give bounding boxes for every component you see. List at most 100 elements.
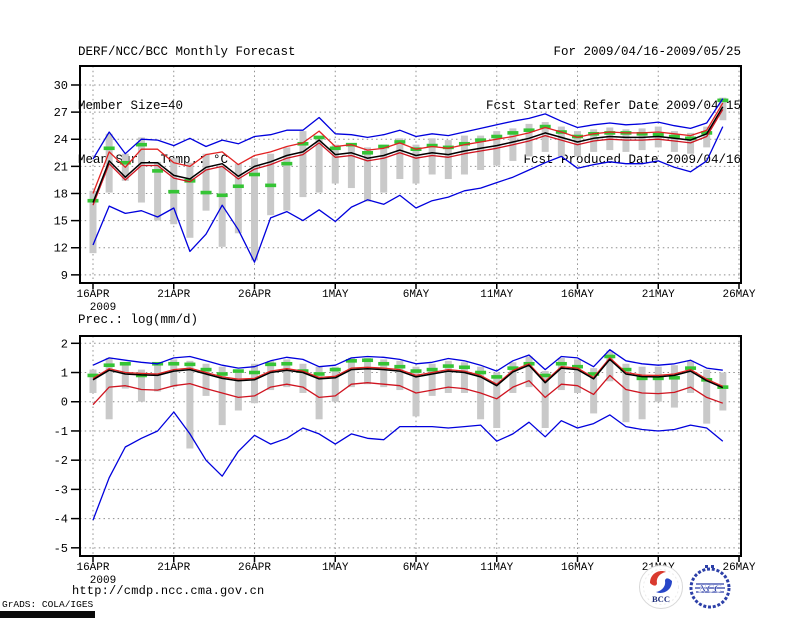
spread-bar [137,369,145,402]
observation-dash [249,172,260,177]
spread-bar [687,360,695,393]
spread-bar [299,131,307,198]
y-tick-label: 15 [54,215,68,229]
series-ensemble-min-line [92,126,724,263]
spread-bar [719,97,727,121]
observation-dash [685,366,697,370]
y-axis: -5 -4 -3 -2 -1 0 1 2 [54,337,80,556]
y-tick-label: 9 [61,269,68,283]
observation-dash [604,354,616,359]
observation-dash [265,362,277,367]
spread-bar [428,138,436,175]
spread-bar [541,371,549,429]
observation-dash [652,376,664,381]
bottom-left-bar [0,611,95,618]
ncc-logo-text: NCC [698,583,722,595]
observation-dash [620,367,632,372]
spread-bar [267,360,275,391]
spread-bar [590,368,598,414]
spread-bar [364,357,372,385]
x-tick-label: 26APR [238,289,271,301]
bcc-logo-text: BCC [652,594,670,604]
series-ensemble-upper-line [92,357,724,387]
y-tick-label: 30 [54,79,68,93]
x-year-label: 2009 [90,575,116,587]
spread-bar [574,359,581,393]
spread-bar [299,363,307,393]
spread-bar [89,190,97,254]
spread-bar [186,360,194,449]
spread-bar [89,369,97,393]
series-observation [87,98,729,203]
y-tick-label: 24 [54,133,68,147]
observation-dash [442,145,454,150]
observation-dash [103,363,115,368]
bcc-swirl-icon [650,571,672,593]
spread-bar [509,362,517,393]
y-tick-label: 18 [54,187,68,201]
spread-bar [315,366,323,420]
y-tick-label: -1 [54,425,68,439]
x-tick-label: 1MAY [322,562,349,574]
bcc-logo-ring [639,565,683,609]
ncc-top-mark [705,565,708,568]
spread-bar [380,359,388,388]
observation-dash [394,364,406,369]
spread-bar [331,144,339,184]
observation-dash [281,161,293,166]
y-tick-label: -2 [54,454,68,468]
y-tick-label: 27 [54,106,68,120]
x-tick-label: 16MAY [561,562,594,574]
page-title: DERF/NCC/BCC Monthly Forecast [78,45,296,59]
spread-bar [202,153,210,211]
spread-bar [331,366,339,402]
spread-bar [493,372,501,429]
series-ensemble-max-line [92,98,724,160]
spread-bar [396,360,404,391]
ncc-logo: NCC [689,565,731,609]
spread-bar [654,366,662,402]
x-tick-label: 26APR [238,562,271,574]
spread-bar [105,357,113,420]
observation-dash [103,146,115,151]
series-ensemble-upper-line [92,102,724,194]
series-ensemble-mean-line [92,106,724,203]
spread-bar [234,369,242,411]
series-ensemble-min-line [92,411,724,521]
observation-dash [507,131,519,135]
observation-dash [168,361,180,366]
spread-bar [574,131,581,157]
observation-dash [184,362,196,367]
observation-dash [232,369,244,373]
x-tick-label: 21APR [157,562,190,574]
spread-bar [703,369,711,424]
ncc-globe-lines [695,583,725,593]
spread-bar [251,363,258,404]
series-ensemble-mean-line [92,358,724,389]
x-tick-label: 16APR [76,562,109,574]
spread-bar [460,135,468,175]
observation-dash [442,364,454,368]
observation-dash [329,146,341,151]
spread-bar [186,162,194,238]
observation-dash [281,361,293,366]
observation-dash [539,373,551,378]
spread-bar [444,140,452,180]
y-tick-label: -5 [54,542,68,556]
spread-bar [315,138,323,193]
observation-dash [491,134,503,139]
observation-dash [668,375,680,380]
spread-bar [428,363,436,396]
observation-dash [200,190,212,195]
fcst-produced-label: Fcst Produced Date 2009/04/16 [523,153,741,167]
observation-dash [345,359,357,363]
observation-dash [685,136,697,141]
spread-bar [606,350,614,382]
observation-dash [152,169,164,173]
observation-dash [523,128,535,132]
spread-bar [154,161,162,221]
spread-bar [347,357,355,388]
spread-bar [719,372,727,411]
